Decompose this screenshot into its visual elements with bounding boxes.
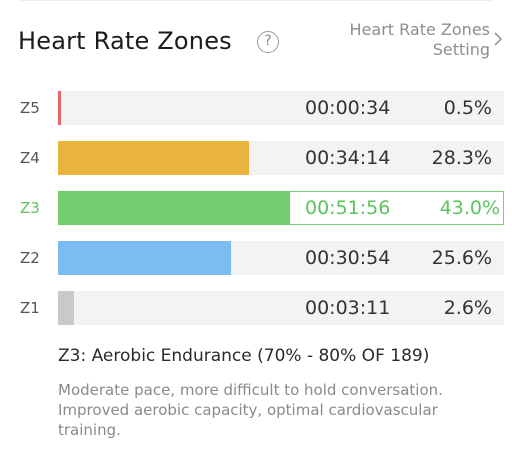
chevron-right-icon[interactable]	[492, 31, 504, 47]
zone-label: Z1	[20, 299, 40, 317]
zone-track	[58, 291, 504, 325]
zone-bar	[58, 191, 290, 225]
zone-bar	[58, 291, 74, 325]
zone-percent: 2.6%	[443, 297, 492, 319]
zone-bar	[58, 91, 61, 125]
setting-link-line2: Setting	[432, 40, 490, 59]
zone-label: Z3	[20, 199, 40, 217]
zone-time: 00:51:56	[305, 197, 391, 219]
zone-time: 00:30:54	[305, 247, 391, 269]
zone-row-z4[interactable]: Z4 00:34:14 28.3%	[0, 141, 512, 175]
zone-percent: 0.5%	[443, 97, 492, 119]
zone-bar	[58, 241, 231, 275]
zone-row-z2[interactable]: Z2 00:30:54 25.6%	[0, 241, 512, 275]
top-divider	[20, 0, 492, 1]
zone-row-z5[interactable]: Z5 00:00:34 0.5%	[0, 91, 512, 125]
zone-percent: 43.0%	[439, 197, 500, 219]
zone-bar	[58, 141, 249, 175]
setting-link-line1: Heart Rate Zones	[349, 20, 490, 39]
zone-label: Z5	[20, 99, 40, 117]
zone-row-z1[interactable]: Z1 00:03:11 2.6%	[0, 291, 512, 325]
zone-time: 00:34:14	[305, 147, 391, 169]
zone-track	[58, 91, 504, 125]
zone-percent: 28.3%	[431, 147, 492, 169]
zone-row-z3[interactable]: Z3 00:51:56 43.0%	[0, 191, 512, 225]
heart-rate-zones-setting-link[interactable]: Heart Rate Zones Setting	[300, 20, 490, 60]
help-icon[interactable]: ?	[257, 31, 279, 53]
zone-detail-title: Z3: Aerobic Endurance (70% - 80% OF 189)	[58, 346, 430, 366]
zone-time: 00:00:34	[305, 97, 391, 119]
zone-detail-description: Moderate pace, more difficult to hold co…	[58, 381, 443, 439]
page-title: Heart Rate Zones	[18, 27, 232, 55]
zone-percent: 25.6%	[431, 247, 492, 269]
zone-time: 00:03:11	[305, 297, 391, 319]
zone-label: Z2	[20, 249, 40, 267]
zone-label: Z4	[20, 149, 40, 167]
